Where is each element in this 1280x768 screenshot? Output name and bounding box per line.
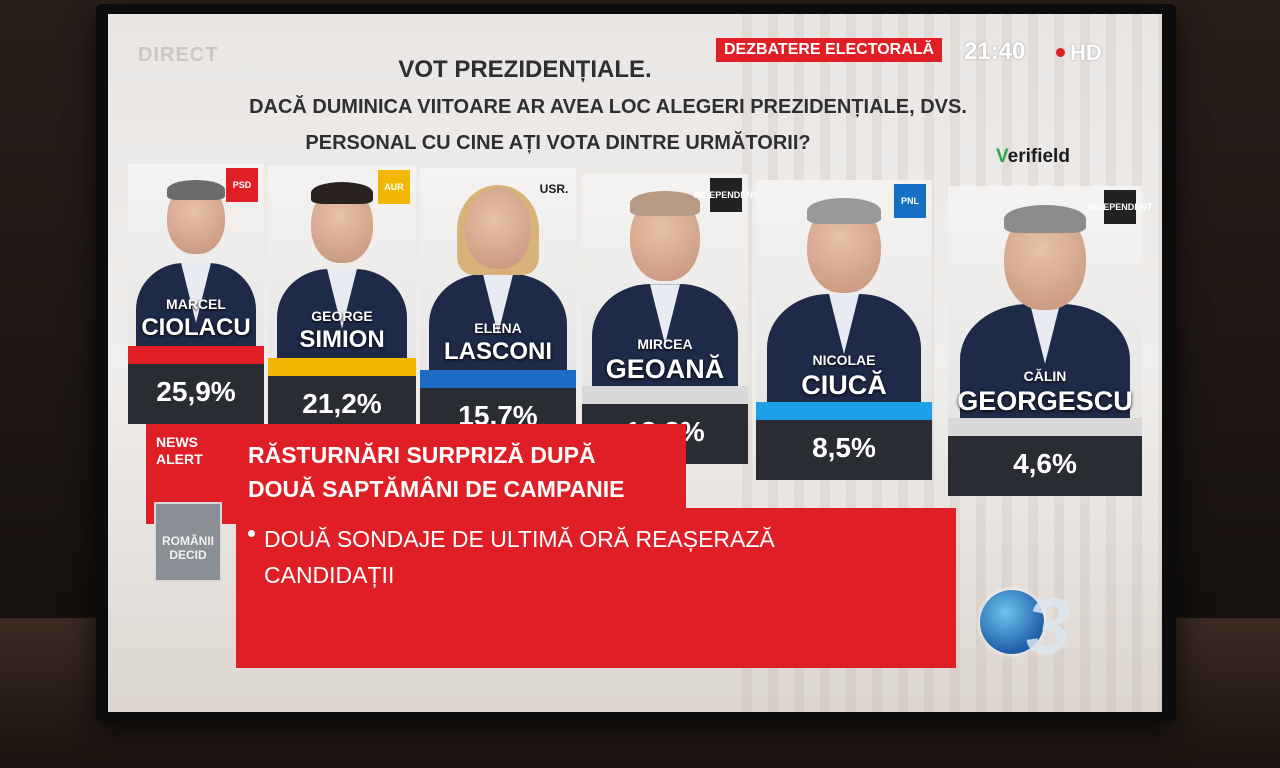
channel-logo: 3 [1026,581,1071,670]
candidate-first-name: NICOLAE [812,352,876,368]
party-logo-icon: USR. [539,182,569,196]
party-color-stripe [420,370,576,388]
globe-icon [980,590,1044,654]
candidate-card: PSD MARCEL CIOLACU 25,9% [128,164,264,424]
candidate-photo [948,186,1142,436]
pollster-logo: Verifield [996,146,1070,168]
party-color-stripe [948,418,1142,436]
candidate-card: INDEPENDENT CĂLIN GEORGESCU 4,6% [948,186,1152,496]
candidate-hair [167,179,225,200]
candidate-last-name: LASCONI [444,338,552,365]
party-color-stripe [756,402,932,420]
live-dot-icon [1056,48,1065,57]
ticker-line2: CANDIDAȚII [264,562,395,588]
candidate-photo [582,174,748,404]
news-alert-tag-line1: NEWS [156,434,198,450]
television: DIRECT DEZBATERE ELECTORALĂ 21:40 HD VOT… [96,4,1176,722]
candidate-first-name: ELENA [474,320,522,336]
candidate-last-name: CIUCĂ [801,370,887,400]
party-logo-icon: AUR [378,170,410,204]
pollster-logo-check: V [996,146,1008,167]
bullet-icon [248,530,255,537]
clock: 21:40 [964,38,1026,65]
poll-question-line1: DACĂ DUMINICA VIITOARE AR AVEA LOC ALEGE… [249,96,967,118]
candidate-last-name: GEOANĂ [605,354,725,384]
news-alert-banner [146,424,686,524]
news-alert-tag-line2: ALERT [156,451,203,467]
news-headline-line1: RĂSTURNĂRI SURPRIZĂ DUPĂ [248,442,596,468]
candidate-photo [420,168,576,388]
party-color-stripe [582,386,748,404]
live-label: DIRECT [138,44,219,66]
tv-screen: DIRECT DEZBATERE ELECTORALĂ 21:40 HD VOT… [108,14,1162,712]
candidate-hair [1004,204,1086,234]
ticker-line1: DOUĂ SONDAJE DE ULTIMĂ ORĂ REAȘERAZĂ [264,526,775,552]
candidate-hair [807,198,881,224]
party-logo-icon: INDEPENDENT [694,178,758,212]
party-logo-icon: INDEPENDENT [1088,190,1152,224]
candidate-card: INDEPENDENTMIRCEAGEOANĂ13,2% [582,174,758,464]
candidate-percentage: 8,5% [756,420,932,480]
candidate-last-name: GEORGESCU [957,386,1133,416]
show-logo: ROMÂNII DECID [154,502,222,582]
party-logo-icon: PSD [226,168,258,202]
candidate-hair [310,182,374,204]
candidate-card: PNL NICOLAE CIUCĂ 8,5% [756,180,932,480]
ticker-banner [236,508,956,668]
party-color-stripe [268,358,416,376]
poll-question-line2: PERSONAL CU CINE AȚI VOTA DINTRE URMĂTOR… [305,132,811,154]
candidate-percentage: 25,9% [128,364,264,424]
pollster-logo-text: erifield [1007,146,1070,167]
candidate-card: USR. ELENA LASCONI 15,7% [420,168,576,448]
candidate-hair [630,191,700,216]
poll-title: VOT PREZIDENȚIALE. [398,56,652,83]
party-color-stripe [128,346,264,364]
candidate-last-name: SIMION [299,326,385,353]
party-logo-icon: PNL [894,184,926,218]
candidate-first-name: MIRCEA [637,336,693,352]
news-alert-tag: NEWS ALERT [156,434,203,468]
candidate-photo [756,180,932,420]
candidate-last-name: CIOLACU [141,314,251,341]
program-badge: DEZBATERE ELECTORALĂ [716,38,943,62]
candidate-face [465,187,531,270]
news-headline-line2: DOUĂ SAPTĂMÂNI DE CAMPANIE [248,476,625,502]
candidate-first-name: CĂLIN [1023,368,1067,384]
candidate-percentage: 4,6% [948,436,1142,496]
candidate-first-name: GEORGE [311,308,373,324]
candidate-first-name: MARCEL [166,296,226,312]
hd-badge: HD [1070,40,1102,65]
candidate-card: AUR GEORGE SIMION 21,2% [268,166,416,436]
